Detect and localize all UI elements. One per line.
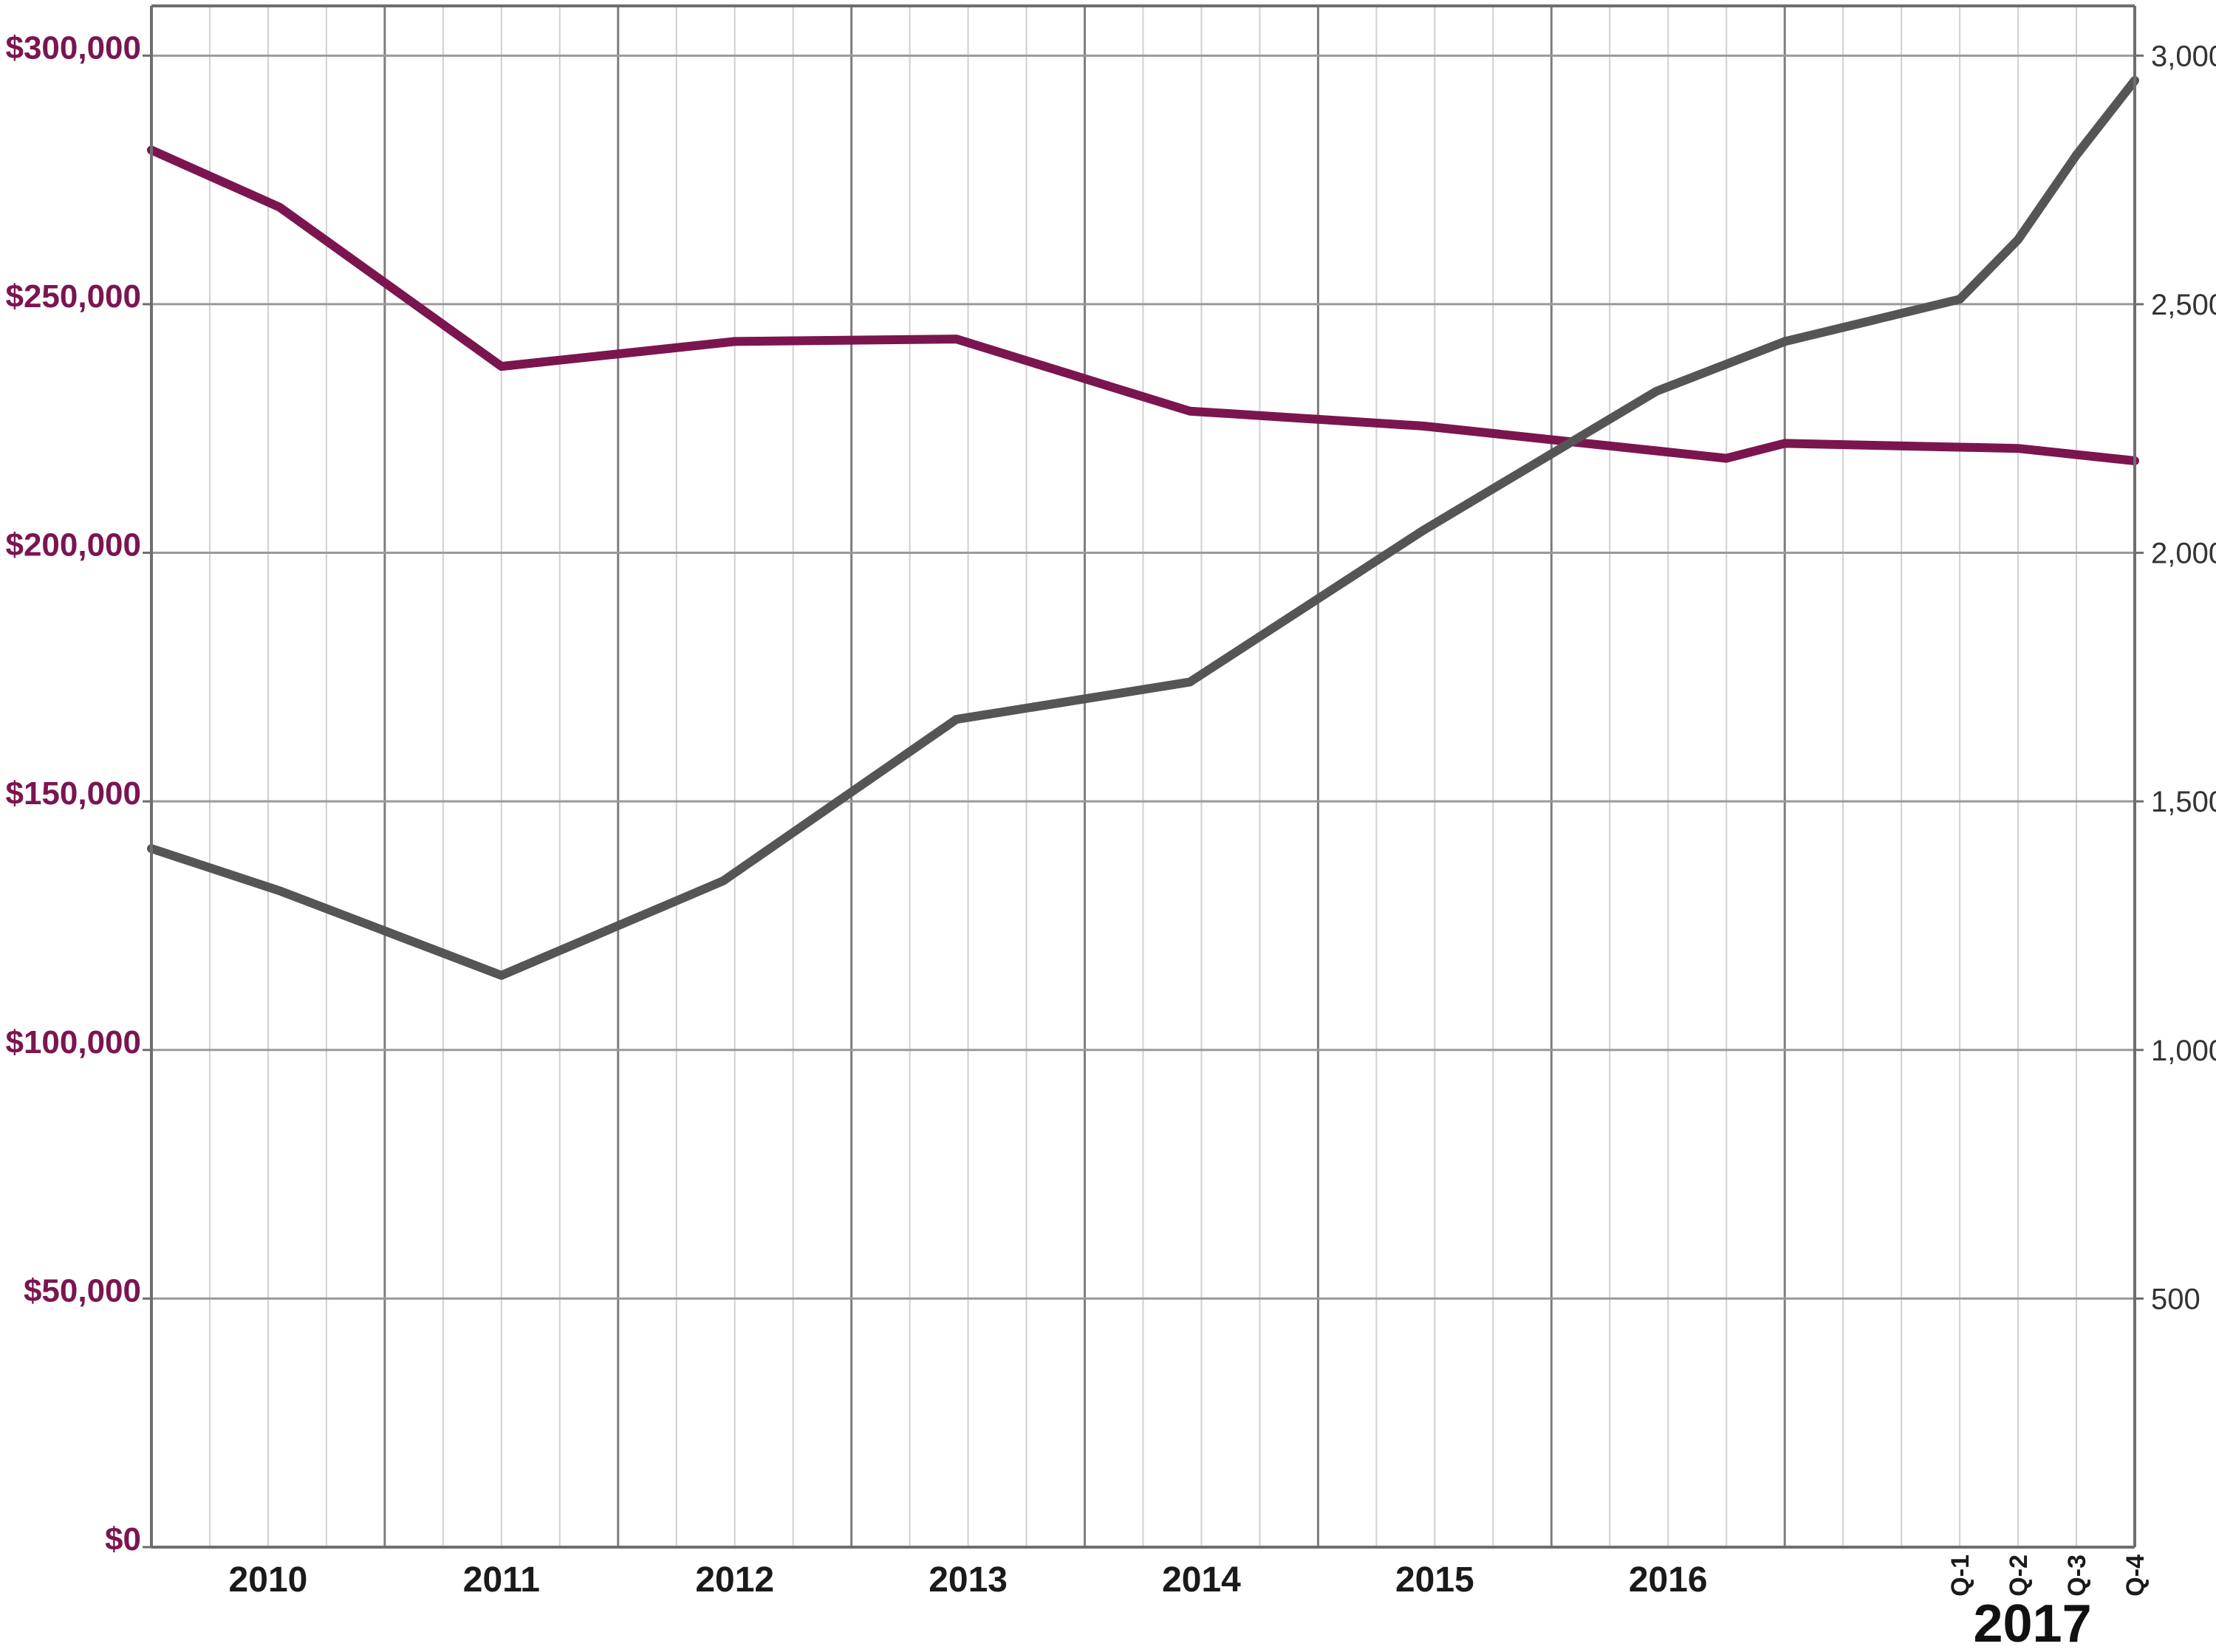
left-tick-label: $150,000 xyxy=(5,775,141,812)
right-tick-label: 2,500 xyxy=(2151,289,2216,321)
x-tick-label: 2015 xyxy=(1395,1560,1474,1600)
left-tick-label: $100,000 xyxy=(5,1024,141,1060)
quarter-tick-label: Q-2 xyxy=(2005,1555,2033,1597)
right-tick-label: 1,500 xyxy=(2151,786,2216,818)
right-tick-label: 500 xyxy=(2151,1283,2200,1315)
right-axis-ticks: 500 1,000 1,500 2,000 2,500 3,000 xyxy=(2135,40,2216,1315)
right-tick-label: 3,000 xyxy=(2151,40,2216,72)
series-line-right-axis xyxy=(147,76,2139,980)
minor-gridlines xyxy=(208,6,2078,1547)
left-tick-label: $300,000 xyxy=(5,30,141,66)
left-tick-label: $200,000 xyxy=(5,527,141,563)
left-axis-ticks: $0 $50,000 $100,000 $150,000 $200,000 $250,00… xyxy=(5,30,151,1557)
series-line-left-axis xyxy=(147,145,2139,465)
quarter-group-label: 2017 xyxy=(1973,1594,2091,1652)
right-tick-label: 1,000 xyxy=(2151,1035,2216,1067)
x-tick-label: 2014 xyxy=(1162,1560,1241,1600)
x-tick-label: 2012 xyxy=(695,1560,774,1600)
left-tick-label: $50,000 xyxy=(24,1272,141,1309)
x-tick-label: 2013 xyxy=(929,1560,1008,1600)
x-tick-label: 2011 xyxy=(463,1560,540,1600)
major-gridlines xyxy=(383,6,1786,1547)
x-axis-ticks: 2010 2011 2012 2013 2014 2015 2016 Q-1 Q-2 Q-3 Q-4… xyxy=(229,1555,2150,1652)
quarter-tick-label: Q-3 xyxy=(2063,1555,2091,1597)
x-tick-label: 2010 xyxy=(229,1560,308,1600)
left-tick-label: $250,000 xyxy=(5,278,141,315)
quarter-tick-label: Q-4 xyxy=(2121,1555,2150,1597)
quarter-tick-label: Q-1 xyxy=(1946,1555,1974,1597)
series-layer xyxy=(147,76,2139,980)
left-tick-label: $0 xyxy=(105,1521,141,1557)
x-tick-label: 2016 xyxy=(1629,1560,1708,1600)
horizontal-gridlines xyxy=(151,54,2135,1300)
plot-frame xyxy=(150,4,2136,1549)
right-tick-label: 2,000 xyxy=(2151,538,2216,570)
